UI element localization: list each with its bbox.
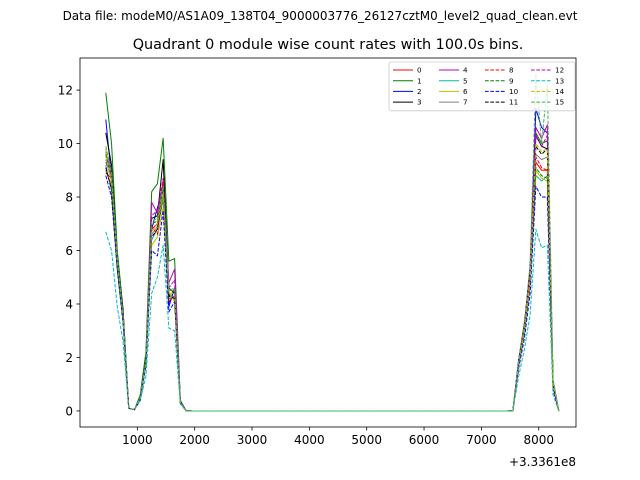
y-tick-label: 0 [65,404,73,418]
x-tick-label: 7000 [466,433,497,447]
legend-label-10: 10 [509,87,519,96]
legend-label-4: 4 [463,66,468,75]
x-tick-label: 1000 [122,433,153,447]
x-tick-label: 4000 [294,433,325,447]
suptitle: Data file: modeM0/AS1A09_138T04_90000037… [63,9,578,23]
legend-label-9: 9 [509,76,514,85]
series-layer [105,73,560,412]
y-tick-label: 12 [58,84,73,98]
x-tick-label: 2000 [179,433,210,447]
legend-label-6: 6 [463,87,468,96]
y-tick-label: 4 [65,298,73,312]
legend-label-7: 7 [463,98,468,107]
legend-label-8: 8 [509,66,514,75]
legend-label-2: 2 [417,87,422,96]
legend-label-15: 15 [555,98,564,107]
y-tick-label: 2 [65,351,73,365]
x-tick-label: 3000 [237,433,268,447]
x-tick-label: 6000 [409,433,440,447]
legend-label-14: 14 [555,87,565,96]
x-offset-label: +3.3361e8 [509,455,576,469]
y-tick-label: 10 [58,137,73,151]
legend-label-3: 3 [417,98,422,107]
chart-title: Quadrant 0 module wise count rates with … [133,37,524,53]
legend-label-0: 0 [417,66,422,75]
x-axis: 1000 2000 3000 4000 5000 6000 7000 8000 [122,427,554,447]
plot-area [79,57,577,428]
legend-label-13: 13 [555,76,564,85]
legend-label-5: 5 [463,76,468,85]
legend-box [388,61,576,112]
y-tick-label: 8 [65,191,73,205]
legend-label-1: 1 [417,76,422,85]
y-axis: 0 2 4 6 8 10 12 [58,84,80,418]
legend-label-11: 11 [509,98,518,107]
series-line-15 [105,73,560,412]
legend-label-12: 12 [555,66,564,75]
x-tick-label: 8000 [523,433,554,447]
y-tick-label: 6 [65,244,73,258]
x-tick-label: 5000 [351,433,382,447]
